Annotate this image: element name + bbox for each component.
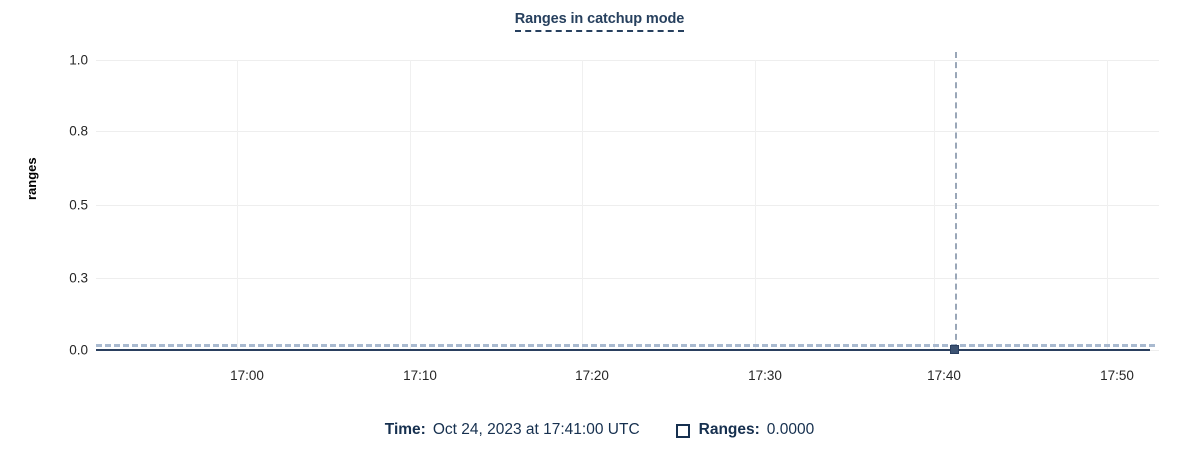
gridline-horizontal-1 xyxy=(96,60,1159,61)
x-tick-label-4: 17:30 xyxy=(748,368,782,383)
tooltip-time-group: Time: Oct 24, 2023 at 17:41:00 UTC xyxy=(385,421,640,439)
x-tick-label-1: 17:00 xyxy=(230,368,264,383)
y-tick-label-5: 0.0 xyxy=(69,342,88,358)
gridline-vertical-3 xyxy=(582,60,583,350)
tooltip-legend-row: Time: Oct 24, 2023 at 17:41:00 UTC Range… xyxy=(0,421,1199,439)
y-axis-title: ranges xyxy=(24,157,39,200)
y-tick-label-4: 0.3 xyxy=(69,270,88,286)
legend-item-ranges[interactable]: Ranges: 0.0000 xyxy=(675,421,815,439)
plot-area[interactable] xyxy=(96,52,1159,354)
y-tick-label-2: 0.8 xyxy=(69,123,88,139)
y-tick-label-3: 0.5 xyxy=(69,197,88,213)
x-tick-label-6: 17:50 xyxy=(1100,368,1134,383)
gridline-vertical-4 xyxy=(755,60,756,350)
gridline-vertical-2 xyxy=(410,60,411,350)
x-tick-label-5: 17:40 xyxy=(927,368,961,383)
chart-title-text: Ranges in catchup mode xyxy=(514,11,684,32)
gridline-vertical-6 xyxy=(1107,60,1108,350)
legend-swatch-icon xyxy=(675,424,690,438)
crosshair-vertical-line xyxy=(955,52,957,350)
gridline-vertical-5 xyxy=(934,60,935,350)
tooltip-time-label: Time: xyxy=(384,421,426,438)
gridline-horizontal-4 xyxy=(96,278,1159,279)
chart-title: Ranges in catchup mode xyxy=(0,11,1199,32)
gridline-horizontal-2 xyxy=(96,131,1159,132)
legend-series-label: Ranges: xyxy=(698,421,760,438)
y-tick-label-1: 1.0 xyxy=(69,52,88,68)
x-tick-label-2: 17:10 xyxy=(403,368,437,383)
series-line-dashed xyxy=(96,344,1155,347)
series-line-ranges xyxy=(96,349,1150,351)
legend-series-value: 0.0000 xyxy=(766,421,815,438)
data-point-marker[interactable] xyxy=(950,345,959,354)
gridline-horizontal-3 xyxy=(96,205,1159,206)
x-tick-label-3: 17:20 xyxy=(575,368,609,383)
gridline-vertical-1 xyxy=(237,60,238,350)
tooltip-time-value: Oct 24, 2023 at 17:41:00 UTC xyxy=(432,421,640,438)
